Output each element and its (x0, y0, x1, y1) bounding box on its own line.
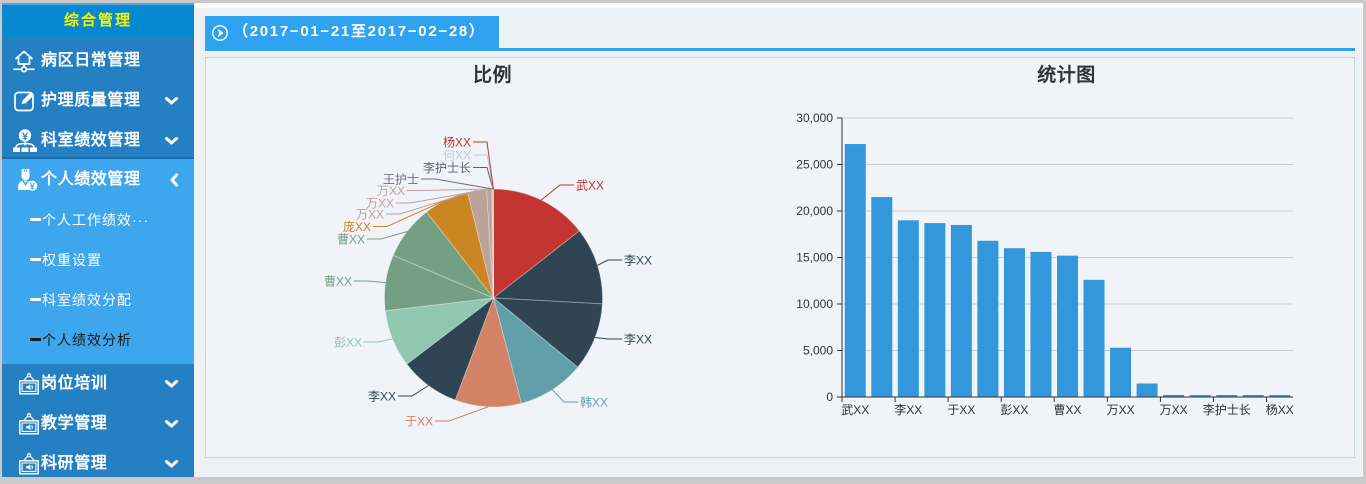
svg-text:¥: ¥ (22, 131, 29, 143)
svg-text:¥: ¥ (30, 181, 35, 191)
